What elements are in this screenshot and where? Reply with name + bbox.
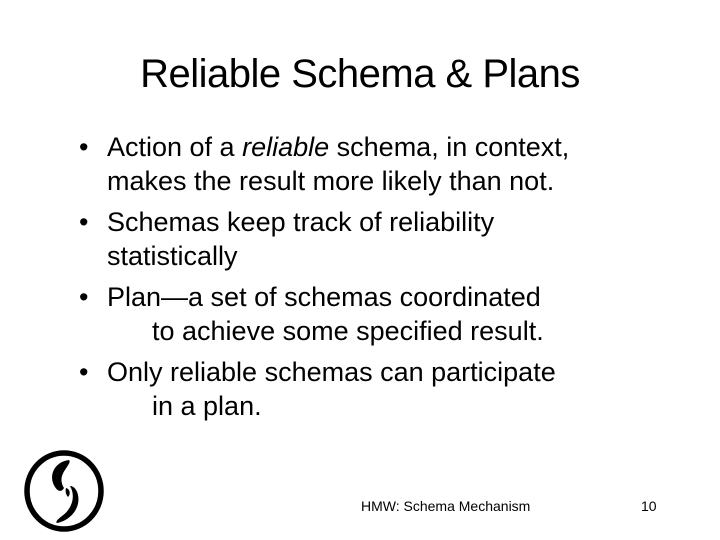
bullet-dot: • [79,207,89,237]
bullet-item: • Plan—a set of schemas coordinated to a… [76,280,676,348]
bullet-text: Action of a [107,132,243,162]
bullet-item: • Action of a reliable schema, in contex… [76,130,676,198]
bullet-dot: • [79,282,89,312]
bullet-text: schema, in context, [329,132,570,162]
bullet-line: to achieve some specified result. [152,316,544,346]
bullet-item: • Schemas keep track of reliability stat… [76,205,676,273]
page-number: 10 [641,498,657,514]
bullet-line: makes the result more likely than not. [107,166,555,196]
slide-title: Reliable Schema & Plans [140,52,580,96]
bullet-line: Schemas keep track of reliability [107,207,495,237]
bullet-dot: • [79,132,89,162]
bullet-emphasis: reliable [242,132,330,162]
bullet-list: • Action of a reliable schema, in contex… [76,130,676,430]
seal-logo-icon [24,450,104,532]
footer-text: HMW: Schema Mechanism [361,498,531,514]
bullet-line: Only reliable schemas can participate [107,357,556,387]
bullet-dot: • [79,357,89,387]
bullet-line: in a plan. [152,391,262,421]
bullet-item: • Only reliable schemas can participate … [76,355,676,423]
bullet-line: Action of a reliable schema, in context, [107,130,676,164]
bullet-line: statistically [107,241,238,271]
bullet-line: Plan—a set of schemas coordinated [107,282,541,312]
